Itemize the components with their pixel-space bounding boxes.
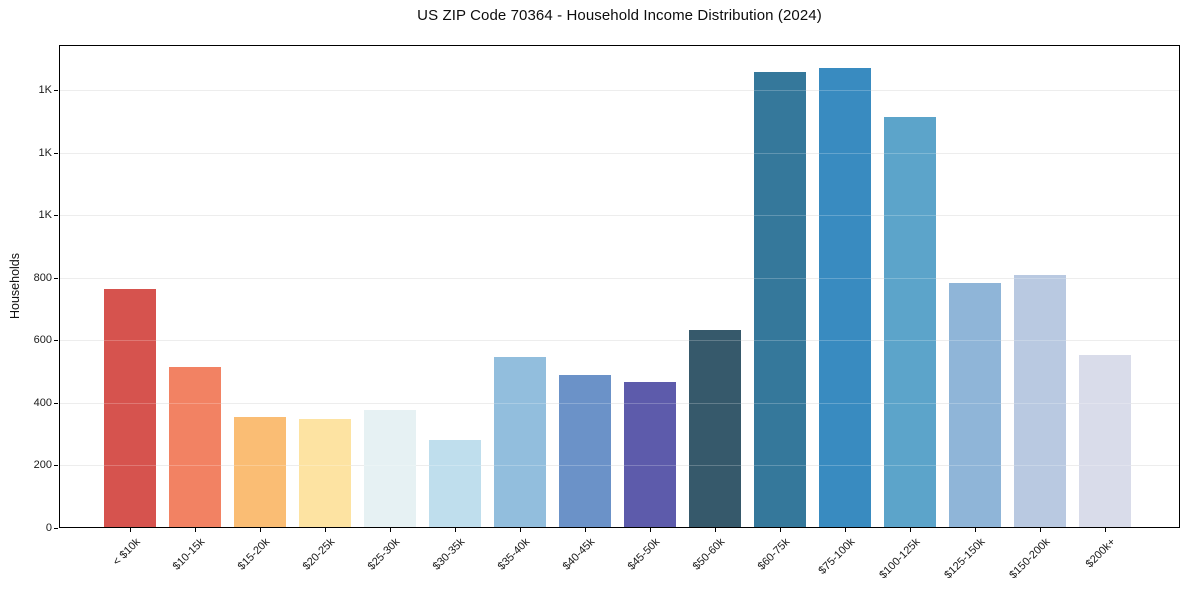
x-tick-label-text: < $10k: [110, 536, 143, 569]
x-tick-label-text: $75-100k: [816, 536, 858, 577]
y-tick-label: 800: [33, 271, 52, 284]
bar-$125-150k: [949, 282, 1001, 528]
bar-$150-200k: [1014, 274, 1066, 528]
y-tick-label: 1K: [38, 209, 52, 222]
gridline: [60, 152, 1179, 154]
x-tick-mark: [909, 528, 911, 532]
x-tick-mark: [129, 528, 131, 532]
bar-$200k+: [1079, 354, 1131, 528]
x-tick-label-text: $10-15k: [170, 536, 208, 573]
x-tick-mark: [974, 528, 976, 532]
bar-$75-100k: [819, 68, 871, 528]
gridline: [60, 402, 1179, 404]
bar-$15-20k: [234, 417, 286, 528]
y-tick-mark: [54, 277, 58, 279]
y-tick-mark: [54, 402, 58, 404]
y-tick-mark: [54, 215, 58, 217]
gridline: [60, 277, 1179, 279]
x-tick-label-text: $35-40k: [495, 536, 533, 573]
y-tick-label: 1K: [38, 84, 52, 97]
y-tick-mark: [54, 465, 58, 467]
bar-$10-15k: [169, 367, 221, 528]
bar-$50-60k: [689, 329, 741, 528]
x-tick-mark: [259, 528, 261, 532]
y-tick-label: 0: [45, 521, 52, 534]
x-tick-mark: [649, 528, 651, 532]
bar-< $10k: [104, 288, 156, 528]
x-tick-mark: [844, 528, 846, 532]
bar-$60-75k: [754, 71, 806, 528]
gridline-overlay: [60, 90, 1179, 92]
x-tick-label-text: $100-125k: [877, 536, 923, 582]
x-tick-label-text: $45-50k: [625, 536, 663, 573]
y-tick-mark: [54, 152, 58, 154]
x-tick-label-text: $25-30k: [365, 536, 403, 573]
y-tick-label: 600: [33, 334, 52, 347]
x-tick-label-text: $200k+: [1083, 536, 1118, 571]
gridline-overlay: [60, 215, 1179, 217]
x-tick-label-text: $50-60k: [690, 536, 728, 573]
bar-$25-30k: [364, 410, 416, 528]
y-tick-mark: [54, 527, 58, 529]
gridline: [60, 90, 1179, 92]
gridline: [60, 465, 1179, 467]
y-tick-mark: [54, 340, 58, 342]
y-tick-label: 400: [33, 396, 52, 409]
gridline-overlay: [60, 277, 1179, 279]
x-tick-mark: [1104, 528, 1106, 532]
x-tick-mark: [1039, 528, 1041, 532]
gridline-overlay: [60, 465, 1179, 467]
x-tick-mark: [194, 528, 196, 532]
y-tick-label: 200: [33, 459, 52, 472]
gridline-overlay: [60, 152, 1179, 154]
x-tick-mark: [389, 528, 391, 532]
x-tick-mark: [714, 528, 716, 532]
x-tick-mark: [324, 528, 326, 532]
y-tick-mark: [54, 90, 58, 92]
x-tick-label-text: $125-150k: [942, 536, 988, 582]
bar-$40-45k: [559, 374, 611, 528]
x-tick-label-text: $60-75k: [755, 536, 793, 573]
gridline: [60, 215, 1179, 217]
bar-$20-25k: [299, 418, 351, 528]
gridline: [60, 340, 1179, 342]
gridline-overlay: [60, 402, 1179, 404]
x-tick-mark: [454, 528, 456, 532]
x-tick-label-text: $15-20k: [235, 536, 273, 573]
bar-$35-40k: [494, 357, 546, 528]
x-tick-label-text: $20-25k: [300, 536, 338, 573]
gridline-overlay: [60, 340, 1179, 342]
x-tick-mark: [779, 528, 781, 532]
y-tick-label: 1K: [38, 146, 52, 159]
x-tick-label-text: $30-35k: [430, 536, 468, 573]
x-tick-mark: [519, 528, 521, 532]
x-tick-mark: [584, 528, 586, 532]
bar-$45-50k: [624, 382, 676, 528]
x-tick-label-text: $150-200k: [1007, 536, 1053, 582]
bar-$100-125k: [884, 117, 936, 528]
x-tick-label-text: $40-45k: [560, 536, 598, 573]
chart-title: US ZIP Code 70364 - Household Income Dis…: [417, 7, 822, 24]
bar-$30-35k: [429, 439, 481, 528]
